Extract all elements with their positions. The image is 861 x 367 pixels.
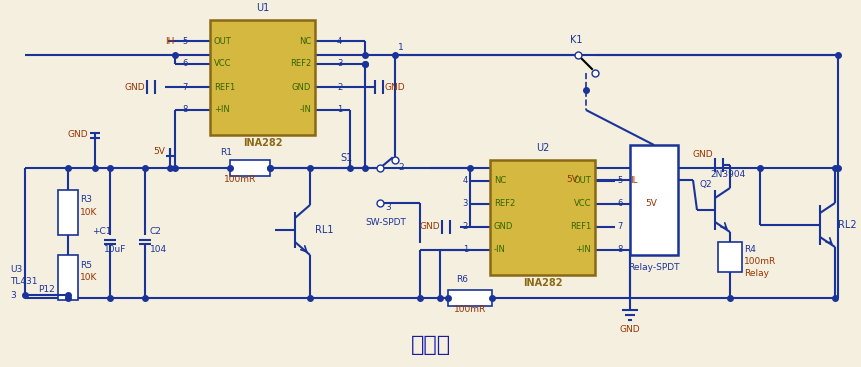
Text: 1: 1 — [337, 105, 342, 115]
Text: RL2: RL2 — [837, 220, 856, 230]
Text: REF2: REF2 — [493, 200, 515, 208]
Text: SW-SPDT: SW-SPDT — [364, 218, 406, 228]
Text: 6: 6 — [616, 200, 622, 208]
Text: 3: 3 — [462, 200, 468, 208]
Text: 7: 7 — [183, 83, 188, 91]
Text: Q2: Q2 — [699, 181, 712, 189]
Text: 3: 3 — [10, 291, 15, 299]
Bar — [448, 290, 492, 306]
Text: IH: IH — [164, 36, 174, 46]
Text: U1: U1 — [256, 3, 269, 13]
Text: 5: 5 — [183, 36, 188, 46]
Bar — [230, 160, 269, 176]
Text: NC: NC — [493, 177, 505, 185]
Text: GND: GND — [419, 222, 439, 232]
Text: 104: 104 — [150, 246, 167, 254]
Bar — [210, 20, 314, 135]
Text: 4: 4 — [337, 36, 342, 46]
Text: Relay-SPDT: Relay-SPDT — [628, 262, 679, 272]
Text: P12: P12 — [38, 286, 55, 294]
Text: IL: IL — [629, 177, 637, 185]
Text: INA282: INA282 — [243, 138, 282, 148]
Text: R4: R4 — [743, 246, 755, 254]
Text: 100mR: 100mR — [743, 258, 776, 266]
Text: GND: GND — [385, 83, 406, 91]
Bar — [489, 160, 594, 275]
Text: REF1: REF1 — [569, 222, 591, 232]
Text: 2: 2 — [462, 222, 468, 232]
Text: 100mR: 100mR — [454, 305, 486, 315]
Text: +IN: +IN — [574, 246, 591, 254]
Text: Relay: Relay — [743, 269, 768, 279]
Bar — [629, 145, 678, 255]
Text: VCC: VCC — [573, 200, 591, 208]
Text: GND: GND — [619, 326, 640, 334]
Text: 主电路: 主电路 — [411, 335, 450, 355]
Text: 2N3904: 2N3904 — [709, 171, 745, 179]
Text: K1: K1 — [569, 35, 582, 45]
Text: U3: U3 — [10, 265, 22, 275]
Text: NC: NC — [299, 36, 311, 46]
Text: 10uF: 10uF — [104, 246, 127, 254]
Text: R6: R6 — [455, 276, 468, 284]
Text: OUT: OUT — [214, 36, 232, 46]
Text: GND: GND — [691, 150, 712, 160]
Text: 5V: 5V — [153, 148, 164, 156]
Text: 5: 5 — [616, 177, 622, 185]
Text: RL1: RL1 — [314, 225, 333, 235]
Text: INA282: INA282 — [522, 278, 561, 288]
Text: GND: GND — [124, 83, 145, 91]
Text: 8: 8 — [183, 105, 188, 115]
Text: R3: R3 — [80, 196, 92, 204]
Text: 1: 1 — [462, 246, 468, 254]
Text: C2: C2 — [150, 228, 162, 236]
Text: OUT: OUT — [573, 177, 591, 185]
Text: 2: 2 — [337, 83, 342, 91]
Text: 6: 6 — [183, 59, 188, 69]
Text: 10K: 10K — [80, 208, 97, 218]
Text: 10K: 10K — [80, 273, 97, 283]
Text: R1: R1 — [220, 149, 232, 157]
Text: TL431: TL431 — [10, 277, 38, 287]
Text: GND: GND — [291, 83, 311, 91]
Text: R5: R5 — [80, 261, 92, 269]
Text: 100mR: 100mR — [224, 175, 256, 185]
Text: 7: 7 — [616, 222, 622, 232]
Text: REF2: REF2 — [289, 59, 311, 69]
Text: 3: 3 — [385, 203, 390, 212]
Bar — [717, 242, 741, 272]
Text: 2: 2 — [398, 164, 403, 172]
Bar — [58, 190, 77, 235]
Text: GND: GND — [67, 131, 88, 139]
Text: 1: 1 — [398, 43, 403, 51]
Text: 3: 3 — [337, 59, 342, 69]
Text: -IN: -IN — [493, 246, 505, 254]
Text: 5V: 5V — [644, 200, 656, 208]
Text: S1: S1 — [339, 153, 352, 163]
Text: U2: U2 — [536, 143, 548, 153]
Text: GND: GND — [493, 222, 513, 232]
Text: +IN: +IN — [214, 105, 230, 115]
Bar — [58, 255, 77, 300]
Text: 8: 8 — [616, 246, 622, 254]
Text: 4: 4 — [462, 177, 468, 185]
Text: -IN: -IN — [299, 105, 311, 115]
Text: 5V: 5V — [566, 175, 578, 185]
Text: REF1: REF1 — [214, 83, 235, 91]
Text: VCC: VCC — [214, 59, 232, 69]
Text: +C1: +C1 — [92, 228, 111, 236]
